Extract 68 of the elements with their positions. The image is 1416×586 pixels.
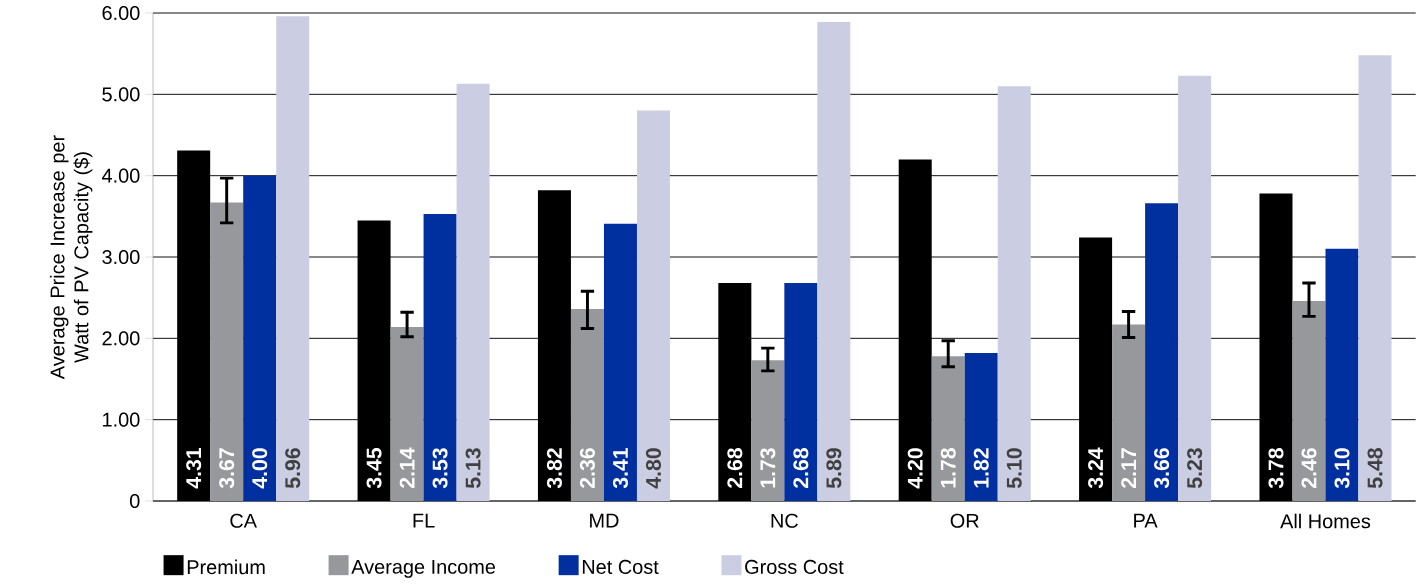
data-label: 2.14 [399, 447, 415, 489]
bar [817, 21, 851, 501]
data-label: 3.82 [546, 448, 562, 489]
bar [210, 202, 244, 501]
data-label: 3.45 [366, 447, 382, 489]
data-label: 3.24 [1088, 447, 1104, 489]
bar [784, 283, 818, 501]
bar [570, 309, 604, 501]
bar [931, 356, 965, 501]
data-label: 3.53 [432, 448, 448, 489]
bar [390, 326, 424, 501]
x-tick-label: OR [950, 513, 979, 528]
data-label: 3.78 [1268, 448, 1284, 489]
bar [1325, 248, 1359, 501]
bar [1358, 55, 1392, 501]
data-label: 3.10 [1334, 448, 1350, 489]
data-label: 3.41 [612, 447, 628, 489]
x-tick-label: MD [590, 513, 619, 528]
bar [423, 213, 457, 501]
data-label: 5.10 [1006, 448, 1022, 489]
legend-label: Average Income [351, 559, 496, 578]
data-label: 5.89 [826, 448, 842, 489]
y-tick-label: 1.00 [103, 412, 140, 427]
bar [603, 223, 637, 501]
y-tick-label: 0 [129, 493, 140, 509]
bar [243, 175, 277, 501]
x-tick-label: FL [413, 513, 435, 528]
bar [1178, 75, 1212, 501]
data-label: 2.68 [727, 448, 743, 489]
bar [751, 360, 785, 501]
y-tick-label: 4.00 [101, 168, 140, 183]
y-tick-label: 2.00 [102, 331, 140, 346]
x-tick-label: All Homes [1280, 513, 1371, 529]
data-label: 1.73 [760, 448, 776, 488]
data-label: 4.20 [907, 448, 923, 489]
data-label: 1.78 [940, 448, 956, 488]
y-tick-label: 5.00 [102, 87, 140, 102]
y-axis-title: Average Price Increase per Watt of PV Capacity ($) [49, 135, 93, 380]
y-tick-label: 3.00 [102, 249, 140, 265]
bar [456, 83, 490, 501]
data-label: 5.13 [465, 448, 481, 489]
data-label: 4.31 [186, 447, 202, 489]
data-label: 2.46 [1301, 448, 1317, 489]
bar [964, 352, 998, 501]
legend-label: Premium [187, 559, 265, 575]
bar [997, 86, 1031, 501]
data-label: 3.67 [219, 448, 235, 489]
data-label: 1.82 [973, 448, 989, 488]
legend-label: Gross Cost [745, 559, 844, 574]
bar [1112, 324, 1146, 501]
bar [1145, 203, 1179, 501]
bar [636, 110, 670, 501]
data-label: 2.68 [793, 448, 809, 489]
data-label: 5.48 [1367, 448, 1383, 489]
y-tick-label: 6.00 [102, 5, 140, 21]
bar [276, 16, 310, 501]
data-label: 4.00 [252, 448, 268, 489]
data-label: 4.80 [645, 448, 661, 489]
data-label: 5.96 [285, 448, 301, 489]
x-tick-label: PA [1134, 513, 1158, 528]
data-label: 2.17 [1121, 448, 1137, 489]
data-label: 5.23 [1187, 448, 1203, 489]
x-tick-label: CA [230, 513, 257, 528]
data-label: 3.66 [1154, 448, 1170, 489]
bar [1292, 300, 1326, 501]
data-label: 2.36 [579, 448, 595, 489]
x-tick-label: NC [771, 513, 798, 528]
legend-label: Net Cost [582, 559, 659, 574]
